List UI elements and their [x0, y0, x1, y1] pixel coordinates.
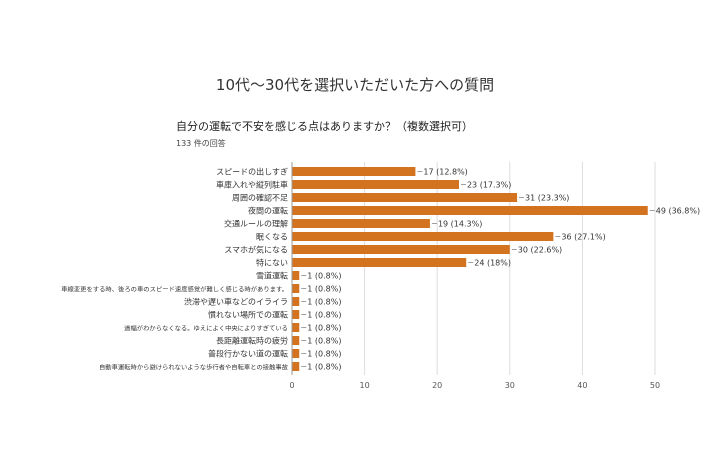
category-label: スマホが気になる	[224, 245, 288, 255]
category-label: 雪道運転	[256, 271, 288, 281]
category-label: 慣れない場所での運転	[208, 310, 288, 320]
x-tick-label: 0	[289, 381, 294, 390]
category-label: 自動車運転時から避けられないような歩行者や自転車との接触事故	[99, 364, 288, 372]
data-label: 19 (14.3%)	[438, 220, 482, 229]
category-label: 車線変更をする時、後ろの車のスピード速度感覚が難しく感じる時があります。	[61, 286, 288, 294]
data-label: 31 (23.3%)	[525, 194, 569, 203]
bar	[292, 232, 554, 241]
category-label: 長距離運転時の疲労	[216, 336, 288, 346]
bar	[292, 193, 518, 202]
category-label: スピードの出しすぎ	[216, 167, 288, 177]
bar	[292, 167, 416, 176]
bar	[292, 206, 648, 215]
data-label: 1 (0.8%)	[307, 272, 341, 281]
bar-chart: スピードの出しすぎ 17 (12.8%) 車庫入れや縦列駐車 23 (17.3%) 周囲…	[61, 162, 700, 390]
data-label: 1 (0.8%)	[307, 337, 341, 346]
bar	[292, 349, 300, 358]
bar	[292, 362, 300, 371]
bar	[292, 310, 300, 319]
data-label: 36 (27.1%)	[561, 233, 605, 242]
data-label: 17 (12.8%)	[423, 168, 467, 177]
chart-title: 自分の運転で不安を感じる点はありますか？（複数選択可）	[176, 120, 473, 133]
bar	[292, 297, 300, 306]
category-label: 車庫入れや縦列駐車	[216, 180, 288, 190]
data-label: 1 (0.8%)	[307, 311, 341, 320]
x-tick-label: 30	[505, 381, 515, 390]
category-label: 道幅がわからなくなる。ゆえによく中央によりすぎている	[124, 325, 288, 333]
bar	[292, 271, 300, 280]
data-label: 1 (0.8%)	[307, 350, 341, 359]
bar	[292, 245, 510, 254]
bar	[292, 336, 300, 345]
data-label: 1 (0.8%)	[307, 298, 341, 307]
bar	[292, 258, 467, 267]
response-count: 133 件の回答	[176, 139, 226, 148]
data-label: 49 (36.8%)	[656, 207, 700, 216]
data-label: 30 (22.6%)	[518, 246, 562, 255]
bar	[292, 180, 459, 189]
page-heading: 10代～30代を選択いただいた方への質問	[215, 76, 495, 94]
category-label: 周囲の確認不足	[232, 193, 288, 203]
data-label: 1 (0.8%)	[307, 324, 341, 333]
x-tick-label: 20	[432, 381, 442, 390]
category-label: 普段行かない道の運転	[208, 349, 288, 359]
category-label: 夜間の運転	[248, 206, 288, 216]
data-label: 1 (0.8%)	[307, 363, 341, 372]
x-tick-label: 40	[577, 381, 587, 390]
data-label: 23 (17.3%)	[467, 181, 511, 190]
category-label: 渋滞や遅い車などのイライラ	[184, 297, 288, 307]
x-tick-label: 50	[650, 381, 660, 390]
bar	[292, 323, 300, 332]
category-label: 眠くなる	[256, 233, 288, 242]
bar	[292, 284, 300, 293]
bar	[292, 219, 430, 228]
category-label: 交通ルールの理解	[224, 219, 288, 229]
category-label: 特にない	[256, 258, 288, 268]
x-tick-label: 10	[360, 381, 370, 390]
data-label: 1 (0.8%)	[307, 285, 341, 294]
data-label: 24 (18%)	[474, 259, 511, 268]
